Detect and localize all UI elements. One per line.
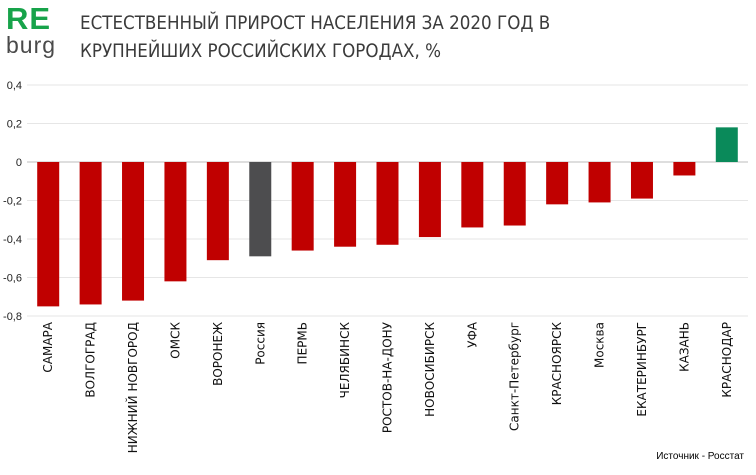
x-tick-label: ЕКАТЕРИНБУРГ <box>635 322 649 417</box>
logo-burg: burg <box>6 32 57 58</box>
chart-title-line-1: ЕСТЕСТВЕННЫЙ ПРИРОСТ НАСЕЛЕНИЯ ЗА 2020 Г… <box>80 12 551 34</box>
y-tick-label: -0,2 <box>3 196 22 208</box>
bar <box>249 162 272 257</box>
bar <box>122 162 145 301</box>
bar <box>206 162 229 261</box>
x-tick-label: НОВОСИБИРСК <box>423 322 437 417</box>
x-tick-label: ВОЛГОГРАД <box>84 322 98 398</box>
x-tick-label: КАЗАНЬ <box>677 322 691 372</box>
y-tick-label: -0,4 <box>3 234 22 246</box>
bar <box>291 162 314 251</box>
reburg-logo: RE burg <box>6 1 66 58</box>
x-tick-label: ЧЕЛЯБИНСК <box>338 322 352 399</box>
bar <box>164 162 187 282</box>
chart-title: ЕСТЕСТВЕННЫЙ ПРИРОСТ НАСЕЛЕНИЯ ЗА 2020 Г… <box>80 9 573 65</box>
y-tick-label: 0,2 <box>7 119 22 131</box>
bar <box>630 162 653 199</box>
bar <box>673 162 696 176</box>
bar <box>503 162 526 226</box>
x-tick-label: УФА <box>465 321 479 348</box>
x-tick-label: РОСТОВ-НА-ДОНУ <box>381 321 395 433</box>
bar <box>546 162 569 205</box>
chart-title-line-2: КРУПНЕЙШИХ РОССИЙСКИХ ГОРОДАХ, % <box>80 40 442 62</box>
x-tick-label: ВОРОНЕЖ <box>211 322 225 386</box>
x-tick-label: Россия <box>253 322 267 365</box>
bar <box>418 162 441 238</box>
bar <box>376 162 399 245</box>
bar <box>79 162 102 305</box>
x-tick-label: КРАСНОДАР <box>720 322 734 398</box>
x-tick-label: КРАСНОЯРСК <box>550 322 564 406</box>
y-tick-label: 0,4 <box>7 80 22 92</box>
x-tick-label: ПЕРМЬ <box>296 322 310 364</box>
x-tick-label: САМАРА <box>41 321 55 372</box>
bar <box>37 162 60 307</box>
logo-re: RE <box>6 1 52 36</box>
x-tick-label: НИЖНИЙ НОВГОРОД <box>125 322 140 453</box>
bar <box>334 162 357 247</box>
bar <box>461 162 484 228</box>
x-tick-label: Санкт-Петербург <box>508 322 522 431</box>
y-tick-label: -0,8 <box>3 311 22 323</box>
source-note: Источник - Росстат <box>656 451 744 462</box>
x-tick-label: Москва <box>593 322 607 368</box>
bar <box>715 127 738 162</box>
bar <box>588 162 611 203</box>
y-tick-label: -0,6 <box>3 273 22 285</box>
y-tick-label: 0 <box>16 157 22 169</box>
x-tick-label: ОМСК <box>168 322 182 359</box>
